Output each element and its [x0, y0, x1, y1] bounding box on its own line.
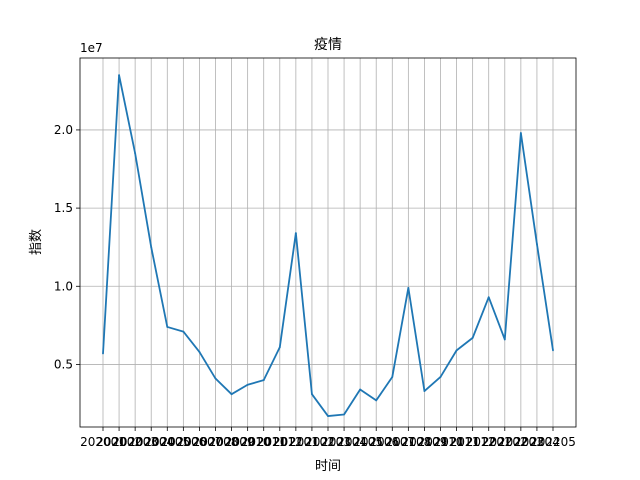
x-tick-label: 202003 [112, 435, 158, 449]
x-tick-label: 202111 [434, 435, 480, 449]
data-point [359, 388, 362, 391]
data-point [487, 296, 490, 299]
x-tick-label: 202104 [321, 435, 367, 449]
series-layer [102, 74, 554, 417]
x-tick-label: 202101 [273, 435, 319, 449]
data-point [407, 286, 410, 289]
y-tick-label: 2.0 [54, 123, 73, 137]
data-point [439, 376, 442, 378]
data-point [262, 379, 265, 381]
x-tick-label: 202010 [225, 435, 271, 449]
x-tick-label: 202011 [241, 435, 287, 449]
data-point [375, 399, 378, 402]
y-tick-label: 0.5 [54, 357, 73, 371]
x-tick-label: 202203 [498, 435, 544, 449]
y-axis-label: 指数 [29, 229, 44, 255]
data-point [198, 351, 201, 353]
data-point [503, 338, 506, 341]
x-tick-label: 202202 [482, 435, 528, 449]
x-tick-label: 202005 [144, 435, 190, 449]
x-axis: 2020012020022020032020042020052020062020… [80, 427, 576, 449]
x-tick-label: 202106 [353, 435, 399, 449]
data-point [552, 349, 554, 352]
x-tick-label: 202012 [257, 435, 303, 449]
data-point [471, 336, 474, 339]
data-point [182, 330, 185, 333]
data-point [423, 390, 426, 392]
chart-title: 疫情 [314, 37, 342, 53]
x-tick-label: 202102 [289, 435, 335, 449]
data-point [246, 383, 249, 386]
x-tick-label: 202007 [177, 435, 223, 449]
x-tick-label: 202201 [466, 435, 512, 449]
data-point [166, 326, 169, 328]
data-point [327, 415, 329, 417]
x-axis-label: 时间 [315, 459, 341, 474]
data-point [311, 393, 313, 396]
data-point [294, 232, 297, 235]
data-point [102, 352, 104, 355]
data-point [214, 377, 217, 380]
data-point [343, 413, 345, 416]
data-point [536, 243, 538, 245]
data-point [519, 132, 522, 134]
data-point [150, 246, 153, 249]
x-tick-label: 202107 [369, 435, 415, 449]
x-tick-label: 202006 [160, 435, 206, 449]
data-point [391, 376, 394, 378]
y-offset-label: 1e7 [80, 41, 103, 55]
x-tick-label: 202002 [96, 435, 142, 449]
x-tick-label: 202009 [209, 435, 255, 449]
x-tick-label: 202008 [193, 435, 239, 449]
x-tick-label: 202103 [305, 435, 351, 449]
data-point [230, 393, 233, 396]
x-tick-label: 202205 [530, 435, 576, 449]
y-tick-label: 1.0 [54, 279, 73, 293]
data-point [455, 349, 458, 352]
x-tick-label: 202001 [80, 435, 126, 449]
y-axis: 0.5 1.0 1.5 2.0 [54, 123, 80, 371]
x-tick-label: 202112 [450, 435, 496, 449]
data-point [118, 74, 120, 77]
y-tick-label: 1.5 [54, 201, 73, 215]
grid-layer [80, 58, 576, 427]
data-point [278, 346, 281, 349]
data-point [134, 152, 137, 155]
x-tick-label: 202204 [514, 435, 560, 449]
x-tick-label: 202108 [385, 435, 431, 449]
x-tick-label: 202109 [402, 435, 448, 449]
x-tick-label: 202004 [128, 435, 174, 449]
x-tick-label: 202105 [337, 435, 383, 449]
x-tick-label: 202110 [418, 435, 464, 449]
